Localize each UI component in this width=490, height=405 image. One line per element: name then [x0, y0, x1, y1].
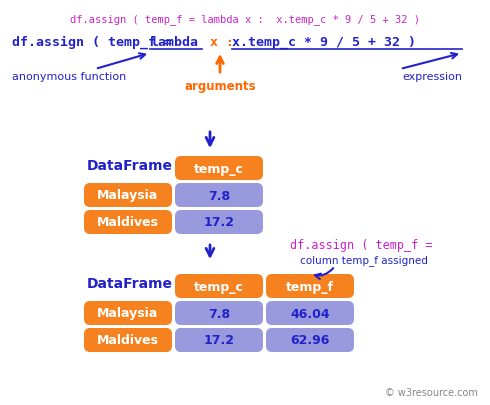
Text: df.assign ( temp_f = lambda x :  x.temp_c * 9 / 5 + 32 ): df.assign ( temp_f = lambda x : x.temp_c… [70, 14, 420, 25]
Text: column temp_f assigned: column temp_f assigned [300, 254, 428, 265]
Text: DataFrame: DataFrame [87, 159, 173, 173]
Text: expression: expression [402, 72, 462, 82]
Text: arguments: arguments [184, 80, 256, 93]
Text: Malaysia: Malaysia [98, 189, 159, 202]
Text: 7.8: 7.8 [208, 189, 230, 202]
Text: Malaysia: Malaysia [98, 307, 159, 320]
FancyBboxPatch shape [175, 301, 263, 325]
FancyBboxPatch shape [84, 328, 172, 352]
FancyBboxPatch shape [175, 328, 263, 352]
Text: 62.96: 62.96 [290, 334, 330, 347]
Text: 46.04: 46.04 [290, 307, 330, 320]
FancyBboxPatch shape [175, 157, 263, 181]
Text: Maldives: Maldives [97, 216, 159, 229]
FancyBboxPatch shape [84, 183, 172, 207]
Text: DataFrame: DataFrame [87, 276, 173, 290]
Text: 17.2: 17.2 [203, 216, 235, 229]
FancyBboxPatch shape [266, 328, 354, 352]
FancyBboxPatch shape [175, 274, 263, 298]
Text: x :: x : [202, 36, 242, 49]
Text: temp_c: temp_c [194, 280, 244, 293]
Text: Maldives: Maldives [97, 334, 159, 347]
Text: temp_c: temp_c [194, 162, 244, 175]
Text: 17.2: 17.2 [203, 334, 235, 347]
Text: temp_f: temp_f [286, 280, 334, 293]
FancyBboxPatch shape [175, 211, 263, 234]
FancyBboxPatch shape [266, 274, 354, 298]
FancyBboxPatch shape [175, 183, 263, 207]
Text: 7.8: 7.8 [208, 307, 230, 320]
FancyBboxPatch shape [84, 211, 172, 234]
FancyBboxPatch shape [84, 301, 172, 325]
Text: lambda: lambda [150, 36, 198, 49]
FancyArrowPatch shape [315, 269, 333, 279]
FancyBboxPatch shape [266, 301, 354, 325]
Text: © w3resource.com: © w3resource.com [385, 387, 478, 397]
Text: df.assign ( temp_f =: df.assign ( temp_f = [290, 239, 433, 252]
Text: df.assign ( temp_f =: df.assign ( temp_f = [12, 36, 180, 49]
Text: x.temp_c * 9 / 5 + 32 ): x.temp_c * 9 / 5 + 32 ) [232, 36, 416, 49]
Text: anonymous function: anonymous function [12, 72, 126, 82]
